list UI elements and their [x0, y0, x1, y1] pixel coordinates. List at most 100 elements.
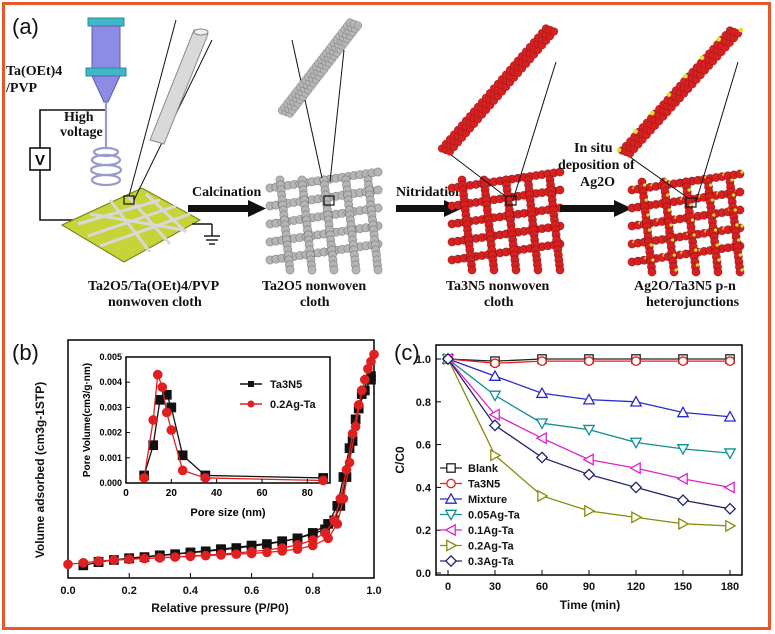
arrow-calcination	[188, 200, 266, 217]
ag2o-particle	[651, 258, 655, 262]
mesh-bead	[511, 265, 521, 275]
kinetics-point	[488, 390, 502, 402]
ag2o-particle	[666, 193, 670, 197]
inset-y-tick-label: 0.005	[99, 352, 122, 362]
ag2o-particle	[667, 208, 671, 212]
isotherm-point	[366, 356, 376, 367]
legend-label: Ta3N5	[468, 479, 500, 491]
fiber-bead	[549, 27, 559, 36]
isotherm-point	[359, 374, 370, 385]
kinetics-point	[584, 356, 594, 366]
x-tick-label: 0.4	[183, 585, 199, 597]
panel-b-label: (b)	[12, 340, 39, 365]
isotherm-point	[78, 558, 89, 568]
legend-marker	[444, 492, 458, 504]
y-tick-label: 0.0	[416, 568, 431, 580]
kinetics-point	[582, 453, 594, 466]
legend-label: 0.3Ag-Ta	[468, 556, 515, 568]
inset-y-tick-label: 0.004	[99, 377, 122, 387]
kinetics-point	[490, 358, 500, 369]
inset-plot-frame	[125, 356, 331, 484]
legend-marker	[446, 478, 456, 489]
legend-label: 0.05Ag-Ta	[468, 510, 521, 522]
legend-label-02ag: 0.2Ag-Ta	[270, 399, 317, 411]
isotherm-point	[200, 550, 211, 561]
caption-3-line2: cloth	[484, 295, 514, 310]
isotherm-point	[341, 464, 352, 475]
kinetics-point	[537, 489, 549, 503]
panel-b-ylabel: Volume adsorbed (cm3g-1STP)	[33, 382, 47, 558]
x-tick-label: 0.8	[305, 585, 320, 597]
kinetics-point	[535, 451, 549, 464]
ag2o-particle	[715, 243, 719, 247]
ag2o-particle	[712, 213, 716, 217]
kinetics-point	[676, 444, 690, 456]
x-tick-label: 180	[721, 581, 739, 593]
precursor-label-1: Ta(OEt)4	[6, 64, 62, 79]
isotherm-point	[356, 385, 367, 396]
x-tick-label: 0.2	[122, 585, 137, 597]
kinetics-point	[629, 461, 641, 475]
panel-b-chart: (b) 0.0 0.2 0.4 0.6 0.8 1.0 Relative pressure…	[12, 339, 382, 615]
ag2o-particle	[642, 183, 647, 187]
ta3n5-mesh	[447, 167, 565, 275]
kinetics-point	[676, 494, 690, 507]
inset-y-tick-label: 0.003	[99, 402, 122, 412]
zoom-fiber-4	[616, 26, 744, 203]
ag2o-particle	[710, 198, 714, 202]
inset-y-tick-label: 0.001	[99, 453, 122, 463]
mesh-bead	[533, 265, 543, 275]
fiber-bead	[353, 21, 363, 30]
inset-point	[166, 425, 177, 435]
mesh-bead	[555, 265, 565, 275]
x-tick-label: 60	[536, 581, 548, 593]
kinetics-point	[490, 448, 502, 462]
syringe-icon	[85, 17, 127, 103]
mesh-bead	[351, 265, 361, 275]
y-tick-label: 0.8	[416, 397, 431, 409]
ag2o-particle	[644, 198, 648, 202]
isotherm-point	[320, 528, 330, 538]
kinetics-point	[584, 504, 596, 518]
ag2o-particle	[708, 183, 713, 187]
panel-b-xlabel: Relative pressure (P/P0)	[151, 601, 288, 615]
isotherm-point	[216, 549, 226, 560]
legend-marker-02ag	[247, 400, 255, 408]
step-deposition-label-3: Ag2O	[580, 175, 615, 190]
ag2o-particle	[687, 188, 691, 192]
inset-point	[148, 415, 159, 425]
kinetics-point	[535, 418, 549, 430]
ag2o-particle	[649, 110, 655, 116]
inset-point	[200, 473, 211, 483]
panel-c-chart: (c) 0 30 60 90 120 150 180 0.0 0.2 0.4 0.6 0.8 1.0 T…	[393, 340, 743, 612]
kinetics-point	[631, 511, 643, 524]
mesh-bead	[691, 267, 701, 277]
inset-x-tick-label: 40	[211, 488, 223, 499]
inset-ylabel: Pore Volume(cm3/g·nm)	[82, 363, 93, 477]
x-tick-label: 0	[445, 581, 451, 593]
step-deposition-label-1: In situ	[574, 141, 613, 156]
ground-icon	[192, 223, 220, 245]
isotherm-point	[231, 549, 242, 560]
kinetics-line-3	[447, 358, 731, 454]
caption-4-line1: Ag2O/Ta3N5 p-n	[634, 279, 736, 294]
jet-spiral	[89, 102, 123, 187]
ag2o-particle	[633, 129, 638, 134]
ag2o-particle	[740, 224, 744, 228]
isotherm-point	[139, 553, 150, 564]
ag2o-particle	[692, 233, 696, 237]
ag2o-particle	[664, 178, 668, 182]
zoom-fiber-2	[277, 18, 363, 183]
mesh-bead	[373, 185, 383, 195]
kinetics-point	[725, 356, 735, 366]
kinetics-point	[488, 408, 500, 421]
legend-label: Mixture	[468, 494, 507, 506]
kinetics-point	[678, 356, 688, 366]
inset-xlabel: Pore size (nm)	[190, 507, 266, 519]
kinetics-point	[678, 517, 690, 531]
x-tick-label: 120	[627, 581, 645, 593]
inset-x-tick-label: 20	[166, 488, 178, 499]
inset-y-tick-label: 0.002	[99, 428, 122, 438]
isotherm-point	[93, 556, 104, 567]
inset-x-tick-label: 0	[123, 488, 129, 499]
